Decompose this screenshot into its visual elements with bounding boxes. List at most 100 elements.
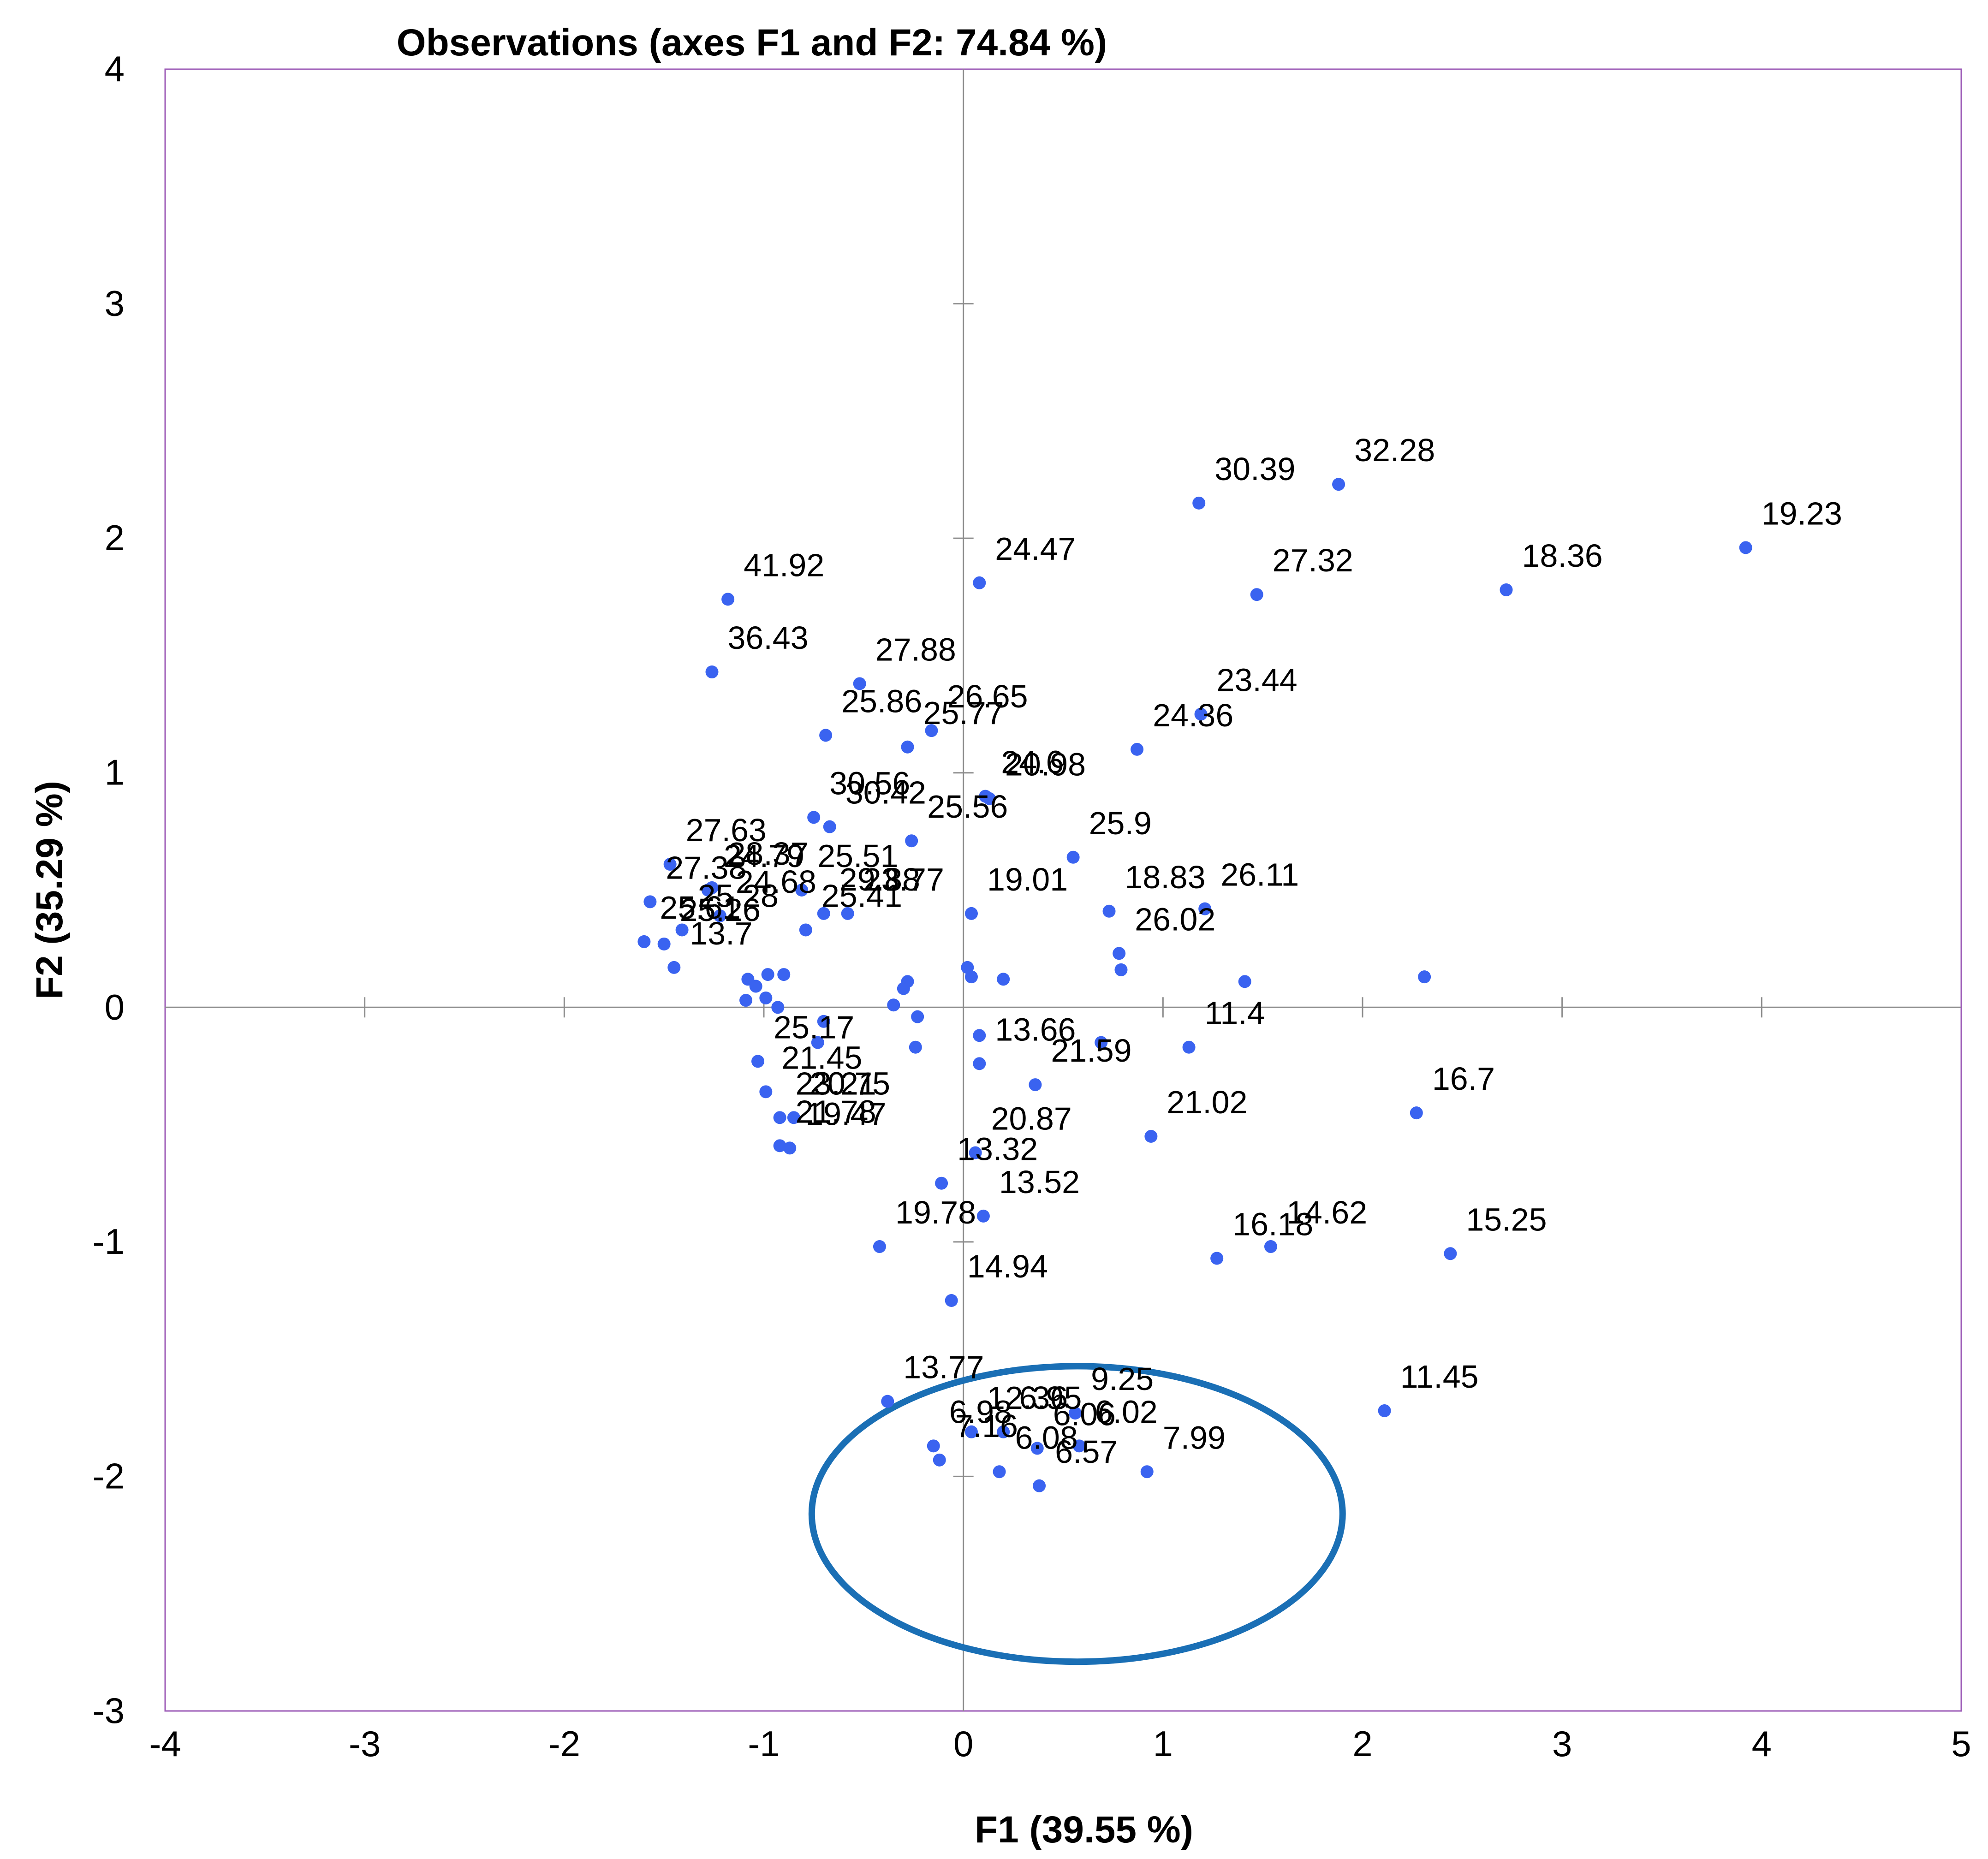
data-label: 25.17 [774,1009,854,1045]
data-label: 24.68 [736,864,816,900]
data-label: 25.41 [821,878,902,914]
annotation-layer [808,1363,1346,1665]
data-point [771,1001,785,1014]
data-label: 19.47 [805,1096,886,1132]
data-point [925,724,938,737]
data-point [841,907,854,920]
data-label: 20.75 [809,1065,890,1101]
data-point [933,1453,946,1467]
data-point [973,576,986,589]
data-point [1033,1479,1046,1492]
data-label: 16.7 [1432,1061,1495,1097]
data-point [799,923,812,937]
data-label: 32.28 [1354,432,1435,468]
data-point [1095,1036,1108,1049]
y-tick-label: -2 [93,1455,125,1496]
y-tick-label: 1 [105,752,125,793]
data-label: 20.98 [1005,747,1086,783]
data-label: 23.44 [1217,662,1298,698]
data-label: 21.02 [1167,1084,1247,1120]
data-label: 7.16 [955,1408,1018,1444]
data-point [1066,850,1080,864]
data-label: 20.87 [991,1101,1072,1137]
axes [165,69,1961,1711]
data-point [1030,1442,1044,1455]
data-label: 25.77 [923,695,1004,731]
data-point [964,907,978,920]
data-label: 23.21 [796,1065,876,1101]
data-point [887,998,900,1012]
x-axis-title: F1 (39.55 %) [975,1809,1193,1851]
data-label: 30.39 [1214,451,1295,487]
data-point [795,884,809,897]
data-label: 25.9 [1089,805,1152,841]
data-point [759,991,773,1004]
data-point [637,935,651,948]
data-label: 14.94 [967,1248,1048,1284]
data-point [997,1425,1010,1438]
data-label: 16.18 [1232,1206,1313,1242]
data-point [817,1015,830,1028]
data-label: 29.88 [839,861,920,897]
data-point [819,729,833,742]
plot-frame [164,68,1962,1712]
data-point [773,1139,786,1152]
data-point [1029,1078,1042,1092]
data-label: 13.32 [957,1131,1038,1167]
data-point [761,968,774,981]
data-point [964,970,978,984]
data-point [873,1240,886,1253]
data-label: 25.61 [660,890,740,926]
data-point [667,961,681,974]
data-label: 30.42 [845,775,926,811]
data-point [1238,975,1251,988]
data-point [823,820,836,833]
data-label: 19.23 [1762,495,1842,531]
data-point [1264,1240,1277,1253]
data-label: 9.25 [1091,1361,1154,1397]
data-label: 6.08 [1015,1419,1078,1455]
data-point [993,1465,1006,1479]
data-point [1182,1040,1196,1054]
data-point [1102,904,1116,918]
data-point [1739,541,1752,554]
x-tick-label: 2 [1352,1723,1372,1764]
data-label: 41.92 [744,547,824,583]
points-layer [637,478,1752,1492]
data-point [1113,947,1126,960]
data-label: 7.99 [1163,1419,1226,1455]
data-label: 25.28 [698,878,779,914]
x-tick-label: -3 [349,1723,381,1764]
data-label: 28.37 [728,836,809,872]
data-label: 24.47 [995,531,1076,567]
x-tick-label: -2 [548,1723,580,1764]
data-label: 27.32 [1273,542,1353,578]
data-label: 14.62 [1286,1194,1367,1230]
data-label: 25.51 [817,838,898,874]
data-label: 13.66 [995,1011,1076,1047]
data-point [901,740,914,754]
data-point [997,973,1010,986]
data-point [927,1439,940,1453]
data-point [811,1036,824,1049]
data-label: 30.56 [829,765,910,801]
data-label: 36.43 [728,620,809,656]
data-point [1378,1404,1391,1418]
data-label: 18.36 [1522,538,1603,574]
data-label: 13.7 [690,915,752,951]
data-point [969,1146,982,1159]
data-label: 24.6 [1001,744,1064,780]
data-point [807,811,821,824]
data-point [973,1057,986,1070]
data-point [945,1294,958,1307]
chart-title: Observations (axes F1 and F2: 74.84 %) [397,22,1107,64]
data-point [1210,1252,1224,1265]
data-point [964,1425,978,1438]
data-point [1140,1465,1154,1479]
data-point [643,895,657,909]
data-point [909,1040,922,1054]
data-point [751,1055,765,1068]
y-tick-label: 2 [105,517,125,558]
data-label: 18.83 [1125,859,1206,895]
